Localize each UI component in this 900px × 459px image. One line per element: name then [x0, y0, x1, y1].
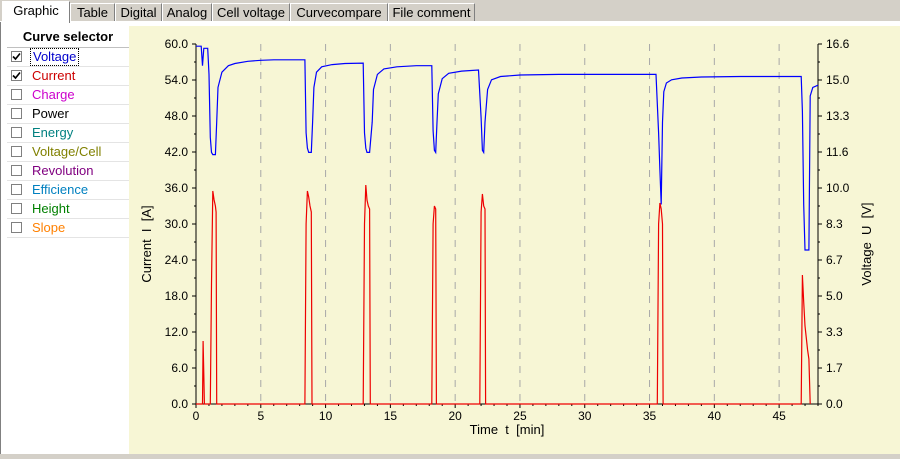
- curve-label-height: Height: [32, 201, 70, 216]
- y-right-tick-label: 16.6: [826, 37, 850, 51]
- curve-label-current: Current: [32, 68, 76, 83]
- curve-label-power: Power: [32, 106, 69, 121]
- curve-label-energy: Energy: [32, 125, 74, 140]
- curve-checkbox-revolution[interactable]: [11, 165, 22, 176]
- tab-cell-voltage[interactable]: Cell voltage: [212, 3, 290, 21]
- x-tick-label: 0: [193, 409, 200, 423]
- y-right-tick-label: 15.0: [826, 73, 850, 87]
- curve-label-voltage: Voltage: [30, 48, 80, 66]
- curve-item-current[interactable]: Current: [7, 67, 129, 86]
- y-left-tick-label: 54.0: [165, 73, 189, 87]
- curve-item-voltage-cell[interactable]: Voltage/Cell: [7, 143, 129, 162]
- series-line-current: [196, 184, 811, 405]
- curve-selector: Curve selector Voltage Current Charge Power…: [7, 26, 130, 454]
- checkmark-icon: [12, 52, 21, 61]
- curve-selector-title: Curve selector: [7, 26, 129, 48]
- x-tick-label: 45: [772, 409, 786, 423]
- y-right-tick-label: 10.0: [826, 181, 850, 195]
- curve-item-height[interactable]: Height: [7, 200, 129, 219]
- y-right-axis-title: Voltage U [V]: [859, 202, 874, 285]
- checkmark-icon: [12, 71, 21, 80]
- x-tick-label: 40: [708, 409, 722, 423]
- x-tick-label: 30: [578, 409, 592, 423]
- y-left-tick-label: 6.0: [171, 361, 188, 375]
- curve-checkbox-voltage-cell[interactable]: [11, 146, 22, 157]
- x-axis-title: Time t [min]: [470, 422, 545, 437]
- x-tick-label: 10: [319, 409, 333, 423]
- y-left-tick-label: 60.0: [165, 37, 189, 51]
- y-left-tick-label: 18.0: [165, 289, 189, 303]
- chart-area: 0 5 10 15 20 25 30 35 40 45 0.0 6.0 12.0 18.0 24.0 30.0…: [129, 26, 900, 454]
- curve-item-slope[interactable]: Slope: [7, 219, 129, 238]
- y-left-tick-label: 48.0: [165, 109, 189, 123]
- curve-label-charge: Charge: [32, 87, 75, 102]
- curve-label-revolution: Revolution: [32, 163, 94, 178]
- tab-digital[interactable]: Digital: [115, 3, 162, 21]
- x-tick-label: 35: [643, 409, 657, 423]
- y-right-tick-label: 13.3: [826, 109, 850, 123]
- plot-area: [196, 44, 818, 404]
- x-tick-label: 20: [448, 409, 462, 423]
- tab-bar: Graphic Table Digital Analog Cell voltag…: [0, 0, 900, 23]
- y-left-tick-label: 30.0: [165, 217, 189, 231]
- y-right-tick-label: 6.7: [826, 253, 843, 267]
- curve-checkbox-slope[interactable]: [11, 222, 22, 233]
- y-left-tick-label: 0.0: [171, 397, 188, 411]
- y-left-tick-label: 36.0: [165, 181, 189, 195]
- series-line-voltage: [196, 45, 819, 251]
- curve-checkbox-energy[interactable]: [11, 127, 22, 138]
- y-right-tick-label: 1.7: [826, 361, 843, 375]
- y-right-tick-label: 5.0: [826, 289, 843, 303]
- curve-checkbox-current[interactable]: [11, 70, 22, 81]
- curve-label-efficience: Efficience: [32, 182, 89, 197]
- curve-item-voltage[interactable]: Voltage: [7, 48, 129, 67]
- tab-file-comment[interactable]: File comment: [388, 3, 475, 21]
- curve-checkbox-height[interactable]: [11, 203, 22, 214]
- x-tick-label: 15: [384, 409, 398, 423]
- y-left-tick-label: 42.0: [165, 145, 189, 159]
- curve-item-efficience[interactable]: Efficience: [7, 181, 129, 200]
- curve-item-charge[interactable]: Charge: [7, 86, 129, 105]
- tab-graphic[interactable]: Graphic: [2, 1, 70, 23]
- curve-item-energy[interactable]: Energy: [7, 124, 129, 143]
- x-tick-label: 25: [513, 409, 527, 423]
- curve-checkbox-voltage[interactable]: [11, 51, 22, 62]
- tab-analog[interactable]: Analog: [162, 3, 212, 21]
- y-left-tick-label: 24.0: [165, 253, 189, 267]
- y-right-tick-label: 3.3: [826, 325, 843, 339]
- curve-checkbox-efficience[interactable]: [11, 184, 22, 195]
- curve-label-voltage-cell: Voltage/Cell: [32, 144, 102, 159]
- curve-item-power[interactable]: Power: [7, 105, 129, 124]
- chart-svg: 0 5 10 15 20 25 30 35 40 45 0.0 6.0 12.0 18.0 24.0 30.0…: [139, 37, 874, 437]
- tab-table[interactable]: Table: [70, 3, 115, 21]
- curve-checkbox-power[interactable]: [11, 108, 22, 119]
- y-left-tick-label: 12.0: [165, 325, 189, 339]
- curve-checkbox-charge[interactable]: [11, 89, 22, 100]
- x-tick-label: 5: [257, 409, 264, 423]
- y-left-axis-title: Current I [A]: [139, 205, 154, 282]
- curve-label-slope: Slope: [32, 220, 66, 235]
- curve-list: Voltage Current Charge Power Energy Voltage/C…: [7, 48, 129, 238]
- tab-curvecompare[interactable]: Curvecompare: [290, 3, 388, 21]
- y-right-tick-label: 0.0: [826, 397, 843, 411]
- curve-item-revolution[interactable]: Revolution: [7, 162, 129, 181]
- tab-bar-baseline: [0, 21, 900, 22]
- y-right-tick-label: 8.3: [826, 217, 843, 231]
- y-right-tick-label: 11.6: [826, 145, 849, 159]
